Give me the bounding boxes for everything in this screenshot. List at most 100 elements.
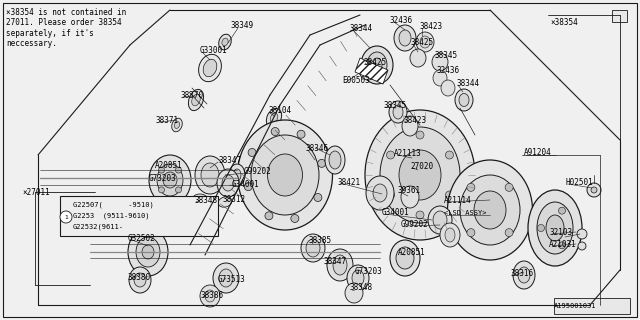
Ellipse shape <box>163 172 177 188</box>
Ellipse shape <box>333 255 347 275</box>
Text: 38348: 38348 <box>349 284 372 292</box>
Text: ×38354: ×38354 <box>550 18 578 27</box>
Ellipse shape <box>136 237 160 267</box>
Circle shape <box>467 228 475 236</box>
Ellipse shape <box>128 228 168 276</box>
Text: G73203: G73203 <box>149 173 177 182</box>
Ellipse shape <box>251 135 319 215</box>
Ellipse shape <box>149 155 191 205</box>
Ellipse shape <box>445 228 455 242</box>
Ellipse shape <box>200 285 220 307</box>
Ellipse shape <box>213 263 239 293</box>
Text: 38385: 38385 <box>308 236 331 244</box>
Ellipse shape <box>129 267 151 293</box>
Text: <LSD ASSY>: <LSD ASSY> <box>444 210 486 216</box>
Ellipse shape <box>203 59 217 77</box>
Text: G2253  (9511-9610): G2253 (9511-9610) <box>73 213 150 219</box>
Ellipse shape <box>347 265 369 291</box>
Ellipse shape <box>361 46 393 84</box>
Ellipse shape <box>205 290 215 302</box>
Ellipse shape <box>416 32 434 52</box>
Ellipse shape <box>172 118 182 132</box>
Circle shape <box>271 128 279 136</box>
Text: A21114: A21114 <box>444 196 472 204</box>
Text: G73513: G73513 <box>218 276 246 284</box>
Circle shape <box>314 194 322 202</box>
Text: G33001: G33001 <box>200 45 228 54</box>
Bar <box>60 196 218 236</box>
Ellipse shape <box>393 105 403 119</box>
Ellipse shape <box>301 234 325 262</box>
Text: A20851: A20851 <box>155 161 183 170</box>
Text: 38423: 38423 <box>403 116 426 124</box>
Circle shape <box>467 183 475 191</box>
Ellipse shape <box>268 154 303 196</box>
Ellipse shape <box>518 267 530 283</box>
Text: 38370: 38370 <box>180 91 203 100</box>
Text: G34001: G34001 <box>382 207 410 217</box>
Text: 38345: 38345 <box>383 100 406 109</box>
Circle shape <box>175 167 182 173</box>
Text: A91204: A91204 <box>524 148 552 156</box>
Text: G32502: G32502 <box>128 234 156 243</box>
Text: H02501: H02501 <box>566 178 594 187</box>
Text: G34001: G34001 <box>232 180 260 188</box>
Ellipse shape <box>440 223 460 247</box>
Text: A20851: A20851 <box>398 247 426 257</box>
Ellipse shape <box>229 164 245 186</box>
Ellipse shape <box>192 194 208 206</box>
Circle shape <box>445 151 454 159</box>
Circle shape <box>445 191 454 199</box>
Ellipse shape <box>399 30 411 46</box>
Ellipse shape <box>394 25 416 51</box>
Circle shape <box>297 130 305 138</box>
Text: 27020: 27020 <box>410 162 433 171</box>
Ellipse shape <box>365 110 475 240</box>
Ellipse shape <box>192 94 200 106</box>
Text: A21113: A21113 <box>394 148 422 157</box>
Ellipse shape <box>537 202 573 254</box>
Ellipse shape <box>528 190 582 266</box>
Text: E00503: E00503 <box>342 76 370 84</box>
Ellipse shape <box>217 169 239 197</box>
Ellipse shape <box>134 273 146 287</box>
Ellipse shape <box>327 249 353 281</box>
Ellipse shape <box>455 89 473 111</box>
Text: 38386: 38386 <box>200 291 223 300</box>
Text: 38345: 38345 <box>434 51 457 60</box>
Ellipse shape <box>513 261 535 289</box>
Text: 38344: 38344 <box>456 78 479 87</box>
Circle shape <box>416 211 424 219</box>
Ellipse shape <box>433 70 447 86</box>
Text: 1: 1 <box>64 214 68 220</box>
Ellipse shape <box>399 150 441 200</box>
Circle shape <box>591 187 597 193</box>
Ellipse shape <box>428 206 452 234</box>
Ellipse shape <box>389 101 407 123</box>
Text: G22532(9611-: G22532(9611- <box>73 224 124 230</box>
Ellipse shape <box>546 215 564 241</box>
Circle shape <box>387 191 394 199</box>
Text: ×38354 is not contained in
27011. Please order 38354
separately, if it's
neccess: ×38354 is not contained in 27011. Please… <box>6 8 126 48</box>
Circle shape <box>244 183 252 191</box>
Text: 38316: 38316 <box>510 269 533 278</box>
Text: 38347: 38347 <box>323 258 346 267</box>
Text: ×27011: ×27011 <box>22 188 50 196</box>
Ellipse shape <box>188 89 204 111</box>
Text: A21031: A21031 <box>549 239 577 249</box>
Text: 38346: 38346 <box>305 143 328 153</box>
Ellipse shape <box>352 270 364 286</box>
Text: 32103: 32103 <box>549 228 572 236</box>
Ellipse shape <box>345 283 363 303</box>
Circle shape <box>387 151 394 159</box>
Ellipse shape <box>441 80 455 96</box>
Circle shape <box>60 211 72 223</box>
Ellipse shape <box>474 191 506 229</box>
Ellipse shape <box>380 127 460 223</box>
Ellipse shape <box>306 239 320 257</box>
Ellipse shape <box>367 52 387 78</box>
Ellipse shape <box>219 34 231 50</box>
Text: 39361: 39361 <box>397 186 420 195</box>
Text: 38348: 38348 <box>194 196 217 204</box>
Circle shape <box>577 229 587 239</box>
